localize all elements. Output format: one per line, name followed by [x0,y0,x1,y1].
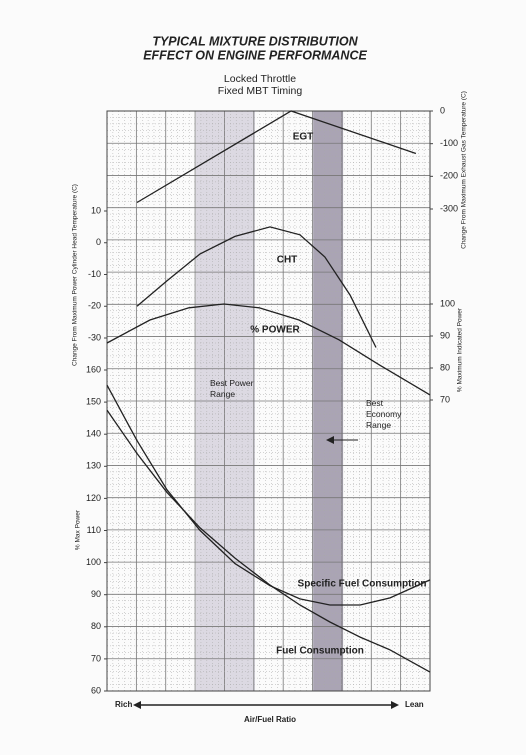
series-line [106,303,431,396]
y-tick-label: 100 [440,298,455,308]
arrow-head [391,701,399,709]
axis-title: Change From Maximum Power Cylinder Head … [72,184,79,366]
y-tick-label: 130 [86,461,101,471]
range-label: Best Economy Range [366,398,402,430]
chart-subtitle: Locked Throttle [224,73,296,85]
x-start-label: Rich [115,700,132,709]
y-tick-label: 0 [440,105,445,115]
y-tick-label: 60 [91,685,101,695]
y-tick-label: 70 [91,653,101,663]
y-tick-label: 150 [86,396,101,406]
series-line [136,110,417,204]
y-tick-label: 100 [86,557,101,567]
y-tick-label: 90 [91,589,101,599]
y-tick-label: 160 [86,364,101,374]
x-axis-title: Air/Fuel Ratio [244,715,296,724]
y-tick-label: -300 [440,203,458,213]
series-label: % POWER [250,325,300,336]
y-tick-label: 120 [86,493,101,503]
series-label: CHT [277,255,298,266]
axis-title: % Max Power [75,509,82,550]
y-tick-label: -10 [88,269,101,279]
chart-title: EFFECT ON ENGINE PERFORMANCE [143,48,367,62]
y-tick-label: -200 [440,171,458,181]
series-label: Fuel Consumption [276,646,364,657]
x-end-label: Lean [405,700,424,709]
y-tick-label: -20 [88,301,101,311]
y-tick-label: 80 [91,621,101,631]
series-label: Specific Fuel Consumption [298,579,427,590]
plot-frame [106,110,431,692]
arrow-head [133,701,141,709]
series-line [136,226,377,348]
series-label: EGT [293,132,314,143]
y-tick-label: -100 [440,138,458,148]
y-tick-label: 80 [440,362,450,372]
range-arrow-head [326,436,334,444]
chart-subtitle: Fixed MBT Timing [218,85,303,97]
chart-title: TYPICAL MIXTURE DISTRIBUTION [152,34,358,48]
y-tick-label: -30 [88,332,101,342]
axis-title: % Maximum Indicated Power [457,307,464,392]
range-label: Best Power Range [210,378,254,399]
y-tick-label: 90 [440,330,450,340]
axis-title: Change From Maximum Exhaust Gas Temperat… [461,91,468,249]
y-tick-label: 0 [96,237,101,247]
y-tick-label: 110 [87,525,101,535]
y-tick-label: 10 [91,205,101,215]
series-line [106,409,431,673]
y-tick-label: 70 [440,394,450,404]
y-tick-label: 140 [86,429,101,439]
